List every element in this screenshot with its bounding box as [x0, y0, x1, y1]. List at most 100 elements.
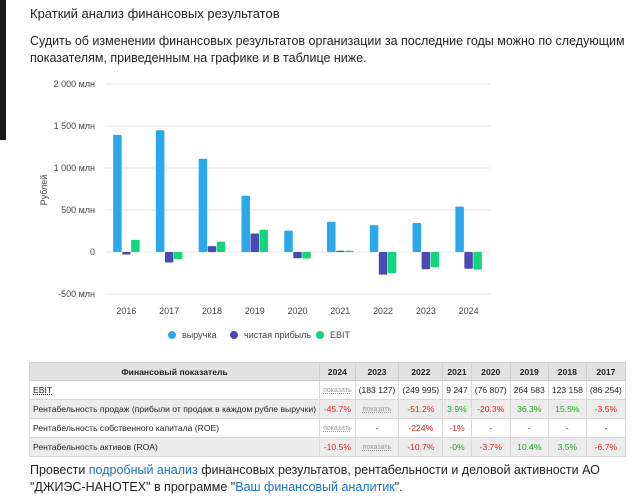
legend-label: чистая прибыль [244, 330, 311, 340]
header-year: 2024 [319, 362, 356, 381]
row-label: Рентабельность продаж (прибыли от продаж… [28, 399, 321, 419]
bar-EBIT [131, 239, 140, 252]
intro-text: Судить об изменении финансовых результат… [30, 34, 625, 65]
table-cell: (86 254) [585, 380, 626, 400]
table-cell: -1% [442, 418, 472, 438]
table-cell: 3.9% [442, 399, 472, 419]
y-tick-label: -500 млн [58, 289, 95, 299]
bar-выручка [412, 223, 422, 252]
row-label: Рентабельность собственного капитала (RO… [28, 418, 321, 438]
bar-чистая прибыль [336, 250, 345, 252]
y-tick-label: 0 [90, 247, 95, 257]
header-year: 2023 [354, 362, 400, 381]
table-cell: -3.5% [585, 399, 626, 419]
footer-text-3: ". [394, 480, 403, 494]
table-row: EBIT показать (183 127) (249 995) 9 247 (76 8… [28, 380, 626, 400]
table-cell: -224% [398, 418, 444, 438]
legend-marker [316, 331, 324, 339]
table-cell: - [547, 418, 587, 438]
bar-EBIT [430, 252, 440, 268]
table-cell: -45.7% [319, 399, 356, 419]
header-year: 2022 [398, 362, 444, 381]
bar-EBIT [345, 250, 354, 252]
legend-label: EBIT [330, 330, 351, 340]
x-tick-label: 2017 [159, 306, 179, 316]
table-cell: - [470, 418, 511, 438]
table-cell: (249 995) [398, 380, 444, 400]
bar-чистая прибыль [122, 252, 131, 255]
bar-EBIT [173, 252, 183, 260]
table-cell: -10.7% [398, 437, 444, 457]
table-cell: -3.7% [470, 437, 511, 457]
table-row: Рентабельность собственного капитала (RO… [28, 418, 626, 438]
table-cell: -20.3% [470, 399, 511, 419]
y-tick-label: 2 000 млн [54, 79, 95, 89]
bar-чистая прибыль [207, 246, 217, 252]
x-tick-label: 2018 [202, 306, 222, 316]
bar-выручка [113, 134, 122, 252]
bar-EBIT [216, 241, 226, 252]
table-cell: - [585, 418, 626, 438]
bar-EBIT [302, 252, 311, 259]
table-cell: - [354, 418, 400, 438]
table-cell: 15.5% [547, 399, 587, 419]
header-year: 2020 [470, 362, 511, 381]
legend-label: выручка [182, 330, 216, 340]
y-tick-label: 1 000 млн [54, 163, 95, 173]
show-value-link[interactable]: показать [319, 418, 356, 438]
y-axis-title: Рублей [39, 175, 49, 206]
bar-чистая прибыль [464, 252, 473, 269]
table-header-row: Финансовый показатель 2024 2023 2022 2021 202… [28, 362, 626, 381]
x-tick-label: 2016 [116, 306, 136, 316]
section-title: Краткий анализ финансовых результатов [30, 6, 280, 21]
table-row: Рентабельность продаж (прибыли от продаж… [28, 399, 626, 419]
table-cell: -51.2% [398, 399, 444, 419]
header-year: 2021 [442, 362, 472, 381]
left-edge-bar [0, 0, 6, 140]
table-cell: -10.5% [319, 437, 356, 457]
bar-выручка [155, 130, 165, 252]
bar-чистая прибыль [421, 252, 431, 270]
detailed-analysis-link[interactable]: подробный анализ [88, 463, 198, 477]
ebit-link[interactable]: EBIT [33, 385, 53, 395]
bar-чистая прибыль [293, 252, 302, 259]
header-year: 2019 [509, 362, 549, 381]
financial-analyst-link[interactable]: Ваш финансовый аналитик [235, 480, 395, 494]
financial-results-chart: 2 000 млн 1 500 млн 1 000 млн 500 млн 0 -500 … [39, 79, 490, 340]
row-label[interactable]: EBIT [28, 380, 321, 400]
table-cell: 3.5% [547, 437, 587, 457]
table-cell: (183 127) [354, 380, 400, 400]
bar-выручка [284, 230, 293, 252]
footer-text-2: финансовых результатов, рентабельности и… [30, 463, 600, 494]
table-row: Рентабельность активов (ROA) -10.5% показа… [28, 437, 626, 457]
bar-EBIT [387, 252, 397, 273]
show-value-link[interactable]: показать [354, 437, 400, 457]
x-tick-label: 2019 [245, 306, 265, 316]
bar-выручка [327, 221, 336, 252]
table-cell: -0% [442, 437, 472, 457]
show-value-link[interactable]: показать [354, 399, 400, 419]
bar-чистая прибыль [250, 233, 259, 252]
legend-marker [230, 331, 238, 339]
table-cell: 264 583 [509, 380, 549, 400]
table-cell: 9 247 [442, 380, 472, 400]
row-label: Рентабельность активов (ROA) [28, 437, 321, 457]
show-value-link[interactable]: показать [319, 380, 356, 400]
bar-выручка [241, 195, 250, 252]
financial-indicators-table: Финансовый показатель 2024 2023 2022 2021 202… [28, 362, 626, 457]
bar-EBIT [259, 229, 268, 252]
table-cell: 10.4% [509, 437, 549, 457]
table-cell: -6.7% [585, 437, 626, 457]
legend-marker [168, 331, 176, 339]
y-tick-label: 1 500 млн [54, 121, 95, 131]
bar-чистая прибыль [378, 252, 388, 275]
table-cell: (76 807) [470, 380, 511, 400]
x-tick-label: 2023 [416, 306, 436, 316]
header-year: 2017 [585, 362, 626, 381]
bar-чистая прибыль [164, 252, 174, 263]
table-cell: - [509, 418, 549, 438]
y-tick-label: 500 млн [61, 205, 95, 215]
bar-EBIT [473, 252, 482, 270]
footer-text-1: Провести [30, 463, 89, 477]
x-tick-label: 2021 [330, 306, 350, 316]
